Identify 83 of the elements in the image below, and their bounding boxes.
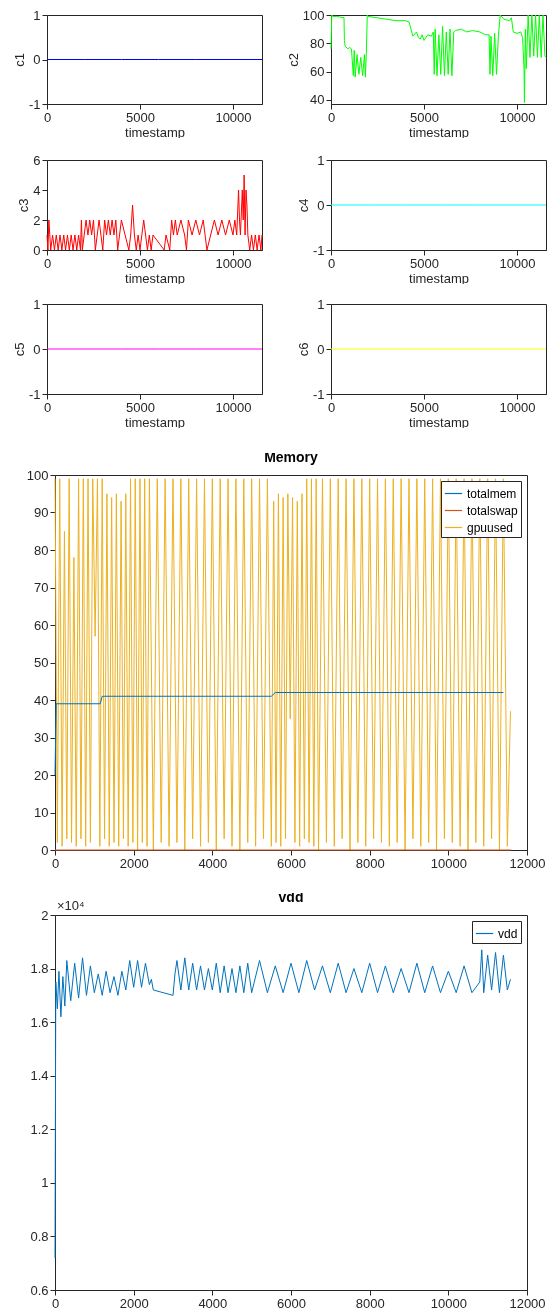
y-tick-label: -1 — [28, 96, 41, 112]
y-tick-label: 90 — [34, 505, 49, 520]
y-tick-label: 40 — [310, 92, 325, 108]
legend-label: totalmem — [467, 486, 517, 501]
x-tick-label: 5000 — [126, 255, 155, 271]
y-tick-label: 1.2 — [30, 1121, 49, 1137]
x-tick-label: 12000 — [509, 1295, 546, 1311]
y-tick-label: 100 — [302, 7, 325, 23]
y-tick-label: 40 — [34, 692, 49, 708]
y-tick-label: 1.6 — [30, 1014, 49, 1030]
x-tick-label: 10000 — [215, 255, 252, 271]
y-tick-label: 0.8 — [30, 1228, 49, 1244]
y-axis-title: c1 — [11, 53, 27, 67]
y-axis-title: c5 — [11, 342, 27, 357]
line-series — [54, 949, 511, 1259]
x-tick-label: 4000 — [198, 1295, 228, 1311]
y-tick-label: -1 — [28, 386, 41, 402]
y-axis-title: c2 — [285, 53, 301, 67]
y-tick-label: 0 — [33, 341, 41, 357]
x-tick-label: 0 — [327, 255, 336, 271]
y-tick-label: 4 — [33, 182, 41, 198]
y-tick-label: 2 — [33, 212, 41, 228]
y-tick-label: 0 — [317, 197, 325, 213]
y-tick-label: 0.6 — [30, 1282, 49, 1298]
x-tick-label: 6000 — [277, 855, 306, 871]
y-tick-label: 1 — [317, 296, 325, 312]
y-tick-label: -1 — [312, 386, 325, 402]
x-tick-label: 0 — [327, 399, 336, 415]
y-tick-label: 2 — [41, 907, 49, 923]
x-tick-label: 8000 — [355, 1295, 385, 1311]
y-tick-label: 1 — [317, 152, 325, 168]
y-tick-label: 1 — [33, 296, 41, 312]
y-tick-label: 0 — [33, 52, 41, 67]
x-tick-label: 10000 — [215, 399, 252, 415]
y-tick-label: 70 — [34, 580, 49, 595]
chart-title: Memory — [264, 449, 319, 465]
text: ×10⁴ — [57, 898, 85, 913]
legend-label: gpuused — [467, 520, 514, 535]
y-axis-title: c4 — [295, 198, 311, 213]
x-tick-label: 0 — [327, 109, 336, 125]
y-tick-label: 50 — [34, 655, 49, 670]
x-tick-label: 5000 — [126, 109, 155, 125]
x-tick-label: 5000 — [410, 255, 439, 271]
y-tick-label: 20 — [34, 767, 49, 783]
x-tick-label: 6000 — [277, 1295, 306, 1311]
legend-label: totalswap — [467, 503, 519, 518]
y-tick-label: 0 — [317, 341, 325, 357]
legend-label: vdd — [498, 926, 518, 941]
y-tick-label: 10 — [34, 805, 49, 820]
x-tick-label: 10000 — [430, 1295, 467, 1311]
y-tick-label: 80 — [34, 542, 49, 558]
x-tick-label: 0 — [51, 855, 60, 871]
line-series — [54, 692, 504, 776]
y-tick-label: 60 — [34, 617, 49, 633]
y-tick-label: 1 — [41, 1175, 49, 1191]
x-tick-label: 5000 — [126, 399, 155, 415]
x-tick-label: 10000 — [430, 855, 467, 871]
y-axis-title: c6 — [295, 342, 311, 357]
y-tick-label: 100 — [26, 467, 49, 483]
x-tick-label: 10000 — [499, 399, 536, 415]
x-tick-label: 10000 — [215, 109, 252, 125]
y-tick-label: 1.4 — [30, 1068, 49, 1084]
line-series — [46, 174, 263, 251]
y-tick-label: 1.8 — [30, 961, 49, 977]
y-tick-label: 30 — [34, 730, 49, 745]
y-tick-label: -1 — [312, 242, 325, 258]
x-tick-label: 4000 — [198, 855, 228, 871]
x-tick-label: 2000 — [119, 855, 149, 871]
x-tick-label: 0 — [51, 1295, 60, 1311]
y-axis-title: c3 — [16, 198, 32, 213]
x-tick-label: 10000 — [499, 255, 536, 271]
x-tick-label: 5000 — [410, 399, 439, 415]
y-tick-label: 60 — [310, 64, 325, 80]
y-tick-label: 1 — [33, 7, 41, 23]
x-tick-label: 12000 — [509, 855, 546, 871]
y-tick-label: 0 — [41, 842, 49, 858]
x-tick-label: 2000 — [119, 1295, 149, 1311]
y-tick-label: 80 — [310, 35, 325, 51]
y-tick-label: 6 — [33, 152, 41, 168]
x-tick-label: 8000 — [355, 855, 385, 871]
y-tick-label: 0 — [33, 242, 41, 258]
x-tick-label: 10000 — [499, 109, 536, 125]
x-tick-label: 5000 — [410, 109, 439, 125]
